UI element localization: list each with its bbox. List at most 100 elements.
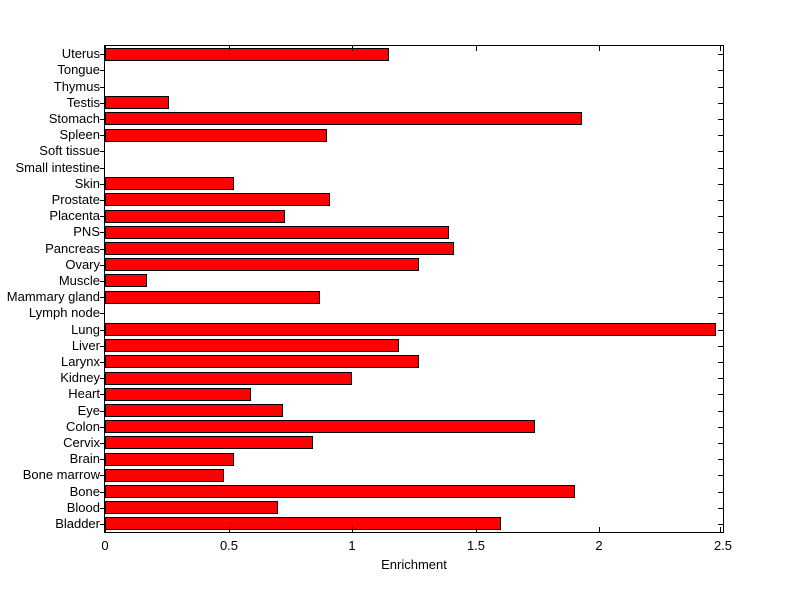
- y-tick: [100, 281, 104, 282]
- x-tick: [720, 46, 721, 51]
- y-tick: [718, 492, 723, 493]
- x-tick: [105, 46, 106, 51]
- y-tick: [100, 297, 104, 298]
- x-tick: [105, 527, 106, 532]
- y-axis-category-label: Spleen: [59, 127, 100, 142]
- y-tick: [100, 475, 104, 476]
- y-tick: [718, 200, 723, 201]
- y-axis-category-label: Lymph node: [28, 305, 100, 320]
- y-tick: [718, 411, 723, 412]
- x-tick: [476, 527, 477, 532]
- y-axis-category-label: Eye: [77, 403, 100, 418]
- y-tick: [100, 459, 104, 460]
- y-tick: [718, 265, 723, 266]
- y-axis-category-label: Cervix: [63, 435, 100, 450]
- bar-blood: [105, 501, 278, 514]
- y-axis-category-label: Placenta: [49, 208, 100, 223]
- y-tick: [718, 346, 723, 347]
- bar-stomach: [105, 112, 582, 125]
- y-tick: [100, 151, 104, 152]
- y-axis-category-label: Bone marrow: [22, 467, 100, 482]
- x-tick: [476, 46, 477, 51]
- x-tick: [599, 527, 600, 532]
- y-tick: [718, 232, 723, 233]
- y-tick: [718, 330, 723, 331]
- y-axis-category-label: Skin: [74, 176, 100, 191]
- bar-spleen: [105, 129, 327, 142]
- x-tick-label: 1.5: [466, 538, 486, 553]
- y-tick: [718, 443, 723, 444]
- bar-testis: [105, 96, 169, 109]
- x-tick-label: 2: [595, 538, 603, 553]
- x-tick: [720, 527, 721, 532]
- y-tick: [100, 119, 104, 120]
- y-tick: [100, 427, 104, 428]
- y-tick: [718, 54, 723, 55]
- y-tick: [100, 443, 104, 444]
- bar-mammary-gland: [105, 291, 320, 304]
- y-tick: [718, 119, 723, 120]
- bar-ovary: [105, 258, 419, 271]
- y-tick: [718, 362, 723, 363]
- bar-prostate: [105, 193, 330, 206]
- y-tick: [100, 346, 104, 347]
- x-tick: [229, 46, 230, 51]
- y-axis-category-label: Soft tissue: [39, 143, 100, 158]
- x-tick-label: 0.5: [219, 538, 239, 553]
- y-tick: [718, 459, 723, 460]
- y-tick: [718, 427, 723, 428]
- bar-colon: [105, 420, 535, 433]
- y-tick: [100, 313, 104, 314]
- x-tick: [229, 527, 230, 532]
- bar-lung: [105, 323, 716, 336]
- y-axis-category-label: Stomach: [48, 111, 100, 126]
- bar-larynx: [105, 355, 419, 368]
- y-axis-category-label: Bladder: [55, 516, 100, 531]
- y-tick: [100, 184, 104, 185]
- y-tick: [100, 492, 104, 493]
- y-tick: [718, 216, 723, 217]
- y-axis-category-label: PNS: [73, 224, 100, 239]
- bar-kidney: [105, 372, 352, 385]
- bar-brain: [105, 453, 234, 466]
- y-tick: [100, 103, 104, 104]
- y-tick: [718, 70, 723, 71]
- y-tick: [718, 378, 723, 379]
- y-tick: [100, 54, 104, 55]
- y-tick: [718, 184, 723, 185]
- bar-bladder: [105, 517, 501, 530]
- y-tick: [100, 411, 104, 412]
- y-tick: [718, 249, 723, 250]
- y-tick: [718, 168, 723, 169]
- y-tick: [718, 87, 723, 88]
- y-tick: [100, 378, 104, 379]
- y-tick: [718, 508, 723, 509]
- bar-pns: [105, 226, 449, 239]
- y-tick: [100, 135, 104, 136]
- bar-placenta: [105, 210, 285, 223]
- y-axis-category-label: Lung: [71, 322, 100, 337]
- x-tick-label: 1: [348, 538, 356, 553]
- y-tick: [100, 87, 104, 88]
- y-tick: [718, 103, 723, 104]
- y-axis-category-label: Brain: [69, 451, 100, 466]
- y-axis-category-label: Ovary: [65, 257, 100, 272]
- y-tick: [100, 362, 104, 363]
- y-tick: [100, 232, 104, 233]
- y-axis-category-label: Mammary gland: [6, 289, 100, 304]
- bar-bone: [105, 485, 575, 498]
- y-tick: [718, 281, 723, 282]
- x-tick-label: 2.5: [713, 538, 733, 553]
- y-tick: [100, 394, 104, 395]
- y-axis-category-label: Tongue: [57, 62, 100, 77]
- y-axis-category-label: Thymus: [53, 79, 100, 94]
- bar-liver: [105, 339, 399, 352]
- y-tick: [718, 135, 723, 136]
- bar-muscle: [105, 274, 147, 287]
- y-axis-category-label: Prostate: [51, 192, 100, 207]
- y-tick: [100, 200, 104, 201]
- bar-eye: [105, 404, 283, 417]
- y-axis-category-label: Kidney: [60, 370, 100, 385]
- y-axis-category-label: Blood: [66, 500, 100, 515]
- y-tick: [718, 524, 723, 525]
